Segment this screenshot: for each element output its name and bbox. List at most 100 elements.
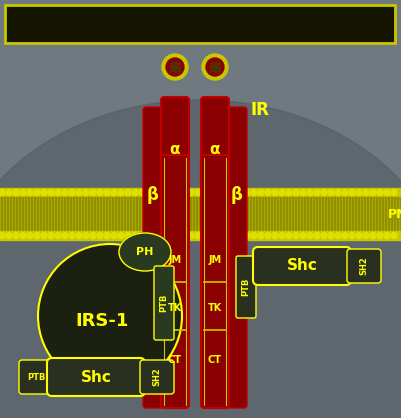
Circle shape: [83, 232, 89, 239]
Circle shape: [300, 232, 306, 239]
Circle shape: [321, 189, 327, 196]
Circle shape: [38, 244, 182, 388]
Circle shape: [20, 189, 26, 196]
Circle shape: [384, 189, 390, 196]
Circle shape: [363, 232, 369, 239]
Circle shape: [314, 232, 320, 239]
Circle shape: [300, 189, 306, 196]
FancyBboxPatch shape: [47, 358, 145, 396]
Circle shape: [349, 232, 355, 239]
Bar: [0, 197, 401, 231]
Circle shape: [209, 189, 215, 196]
Text: α: α: [210, 143, 220, 158]
Circle shape: [279, 189, 285, 196]
FancyBboxPatch shape: [154, 266, 174, 340]
FancyBboxPatch shape: [236, 256, 256, 318]
Circle shape: [188, 232, 194, 239]
Circle shape: [167, 189, 173, 196]
Text: PTB: PTB: [160, 294, 168, 312]
Text: β: β: [147, 186, 159, 204]
FancyBboxPatch shape: [253, 247, 351, 285]
Circle shape: [153, 189, 159, 196]
Text: JM: JM: [168, 255, 182, 265]
Circle shape: [370, 189, 376, 196]
Circle shape: [34, 189, 40, 196]
Text: IR: IR: [250, 101, 269, 119]
Circle shape: [90, 189, 96, 196]
Circle shape: [76, 232, 82, 239]
Circle shape: [153, 232, 159, 239]
FancyBboxPatch shape: [5, 5, 395, 43]
Circle shape: [230, 189, 236, 196]
Circle shape: [125, 232, 131, 239]
Text: Interactions between IR, IRS-1, and Shc: Interactions between IR, IRS-1, and Shc: [22, 16, 378, 31]
Circle shape: [83, 189, 89, 196]
Circle shape: [139, 232, 145, 239]
Text: CT: CT: [168, 355, 182, 365]
Circle shape: [27, 232, 33, 239]
FancyBboxPatch shape: [201, 97, 229, 191]
Circle shape: [41, 189, 47, 196]
Circle shape: [160, 189, 166, 196]
Circle shape: [0, 232, 5, 239]
Circle shape: [237, 232, 243, 239]
Text: JM: JM: [209, 255, 222, 265]
Circle shape: [258, 189, 264, 196]
Circle shape: [76, 189, 82, 196]
Circle shape: [0, 189, 5, 196]
Circle shape: [132, 232, 138, 239]
Circle shape: [356, 189, 362, 196]
Circle shape: [251, 189, 257, 196]
Bar: [0, 231, 401, 240]
Circle shape: [342, 189, 348, 196]
Text: SH2: SH2: [152, 367, 162, 386]
Circle shape: [97, 189, 103, 196]
Circle shape: [166, 58, 184, 76]
Text: SH2: SH2: [360, 257, 369, 275]
Text: β: β: [231, 186, 243, 204]
Circle shape: [13, 232, 19, 239]
Circle shape: [6, 189, 12, 196]
Text: Shc: Shc: [81, 370, 111, 385]
Circle shape: [69, 232, 75, 239]
Text: TK: TK: [208, 303, 222, 313]
Circle shape: [335, 232, 341, 239]
Circle shape: [195, 232, 201, 239]
Circle shape: [146, 189, 152, 196]
Circle shape: [314, 189, 320, 196]
Circle shape: [258, 232, 264, 239]
FancyBboxPatch shape: [140, 360, 174, 394]
Circle shape: [13, 189, 19, 196]
Circle shape: [328, 232, 334, 239]
Circle shape: [272, 189, 278, 196]
Circle shape: [363, 189, 369, 196]
Circle shape: [55, 189, 61, 196]
Circle shape: [160, 232, 166, 239]
FancyBboxPatch shape: [201, 155, 229, 408]
Circle shape: [104, 232, 110, 239]
Circle shape: [307, 189, 313, 196]
Circle shape: [104, 189, 110, 196]
Circle shape: [209, 232, 215, 239]
Bar: [0, 188, 401, 197]
Circle shape: [370, 232, 376, 239]
Circle shape: [286, 232, 292, 239]
FancyBboxPatch shape: [161, 97, 189, 191]
FancyBboxPatch shape: [347, 249, 381, 283]
Circle shape: [48, 189, 54, 196]
Circle shape: [377, 189, 383, 196]
Ellipse shape: [0, 100, 401, 418]
Circle shape: [174, 232, 180, 239]
Circle shape: [237, 189, 243, 196]
Circle shape: [272, 232, 278, 239]
FancyBboxPatch shape: [19, 360, 53, 394]
Circle shape: [62, 189, 68, 196]
Circle shape: [251, 232, 257, 239]
Circle shape: [20, 232, 26, 239]
Circle shape: [181, 232, 187, 239]
Circle shape: [223, 189, 229, 196]
Circle shape: [279, 232, 285, 239]
FancyBboxPatch shape: [223, 107, 247, 408]
Circle shape: [181, 189, 187, 196]
FancyBboxPatch shape: [161, 155, 189, 408]
